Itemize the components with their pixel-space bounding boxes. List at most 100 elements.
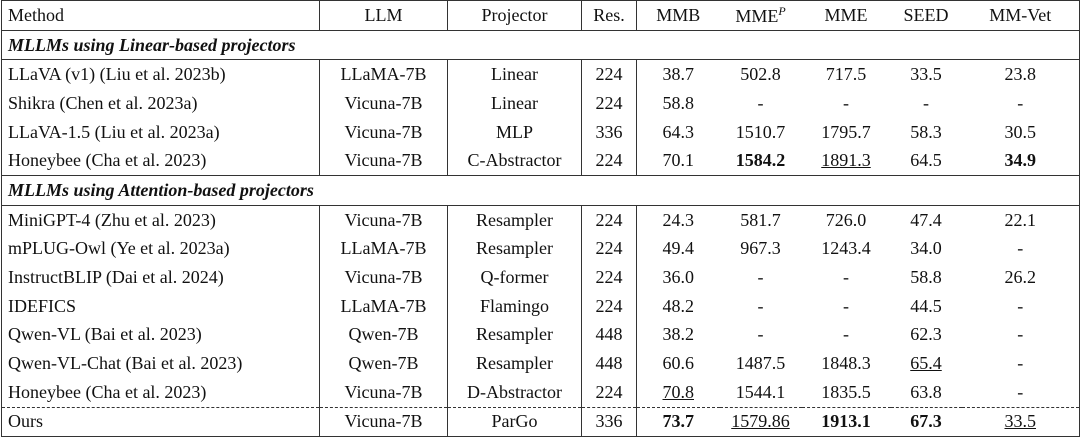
- data-row: LLaVA-1.5 (Liu et al. 2023a) Vicuna-7B MLP…: [1, 117, 1080, 147]
- table-cell: 58.8: [910, 267, 942, 288]
- table-cell: 22.1: [961, 205, 1080, 235]
- data-row: Qwen-VL-Chat (Bai et al. 2023) Qwen-7B Res…: [1, 349, 1080, 378]
- table-cell: Vicuna-7B: [319, 117, 448, 147]
- table-cell: -: [757, 92, 764, 113]
- table-cell: 48.2: [662, 295, 695, 316]
- table-cell: -: [961, 89, 1080, 118]
- table-cell: 1835.5: [821, 381, 871, 402]
- table-cell: 1487.5: [735, 353, 786, 374]
- header-text: MME: [735, 5, 779, 26]
- table-cell: Vicuna-7B: [319, 377, 448, 408]
- table-cell: -: [757, 324, 764, 345]
- table-cell: LLaMA-7B: [319, 59, 448, 90]
- table-cell: IDEFICS: [1, 291, 320, 321]
- table-cell: 1243.4: [821, 238, 871, 259]
- header-row: Method LLM Projector Res. MMB MMEP MME SEED MM-V…: [1, 0, 1080, 31]
- table-cell: 26.2: [961, 263, 1080, 292]
- table-cell: Resampler: [447, 320, 582, 350]
- table-cell: Q-former: [447, 263, 582, 292]
- table-cell: 49.4: [662, 238, 695, 259]
- table-cell: -: [961, 377, 1080, 408]
- table-cell: 502.8: [740, 64, 781, 85]
- table-cell: 224: [581, 59, 637, 90]
- table-cell: LLaMA-7B: [319, 291, 448, 321]
- table-cell: MLP: [447, 117, 582, 147]
- table-cell: 38.7: [662, 64, 695, 85]
- table-cell: 70.8: [637, 378, 720, 407]
- table-cell: 224: [581, 263, 637, 292]
- table-cell: -: [923, 92, 929, 113]
- table-cell: 224: [581, 205, 637, 235]
- table-cell: Qwen-VL-Chat (Bai et al. 2023): [1, 349, 320, 378]
- table-cell: 1544.1: [735, 381, 786, 402]
- table-cell: 1848.3: [821, 353, 871, 374]
- section-row: MLLMs using Linear-based projectors: [1, 29, 1080, 61]
- header-cell: MMEP: [719, 0, 802, 31]
- table-cell: -: [843, 324, 849, 345]
- table-cell: 967.3: [740, 238, 781, 259]
- table-cell: 64.3: [662, 121, 695, 142]
- table-cell: 1510.7: [735, 121, 786, 142]
- table-cell: Vicuna-7B: [319, 205, 448, 235]
- table-cell: 34.0: [910, 238, 942, 259]
- table-cell: -: [843, 267, 849, 288]
- table-cell: Linear: [447, 89, 582, 118]
- header-cell: MM-Vet: [961, 0, 1080, 31]
- table-cell: -: [961, 234, 1080, 264]
- table-cell: Vicuna-7B: [319, 263, 448, 292]
- header-cell: Projector: [447, 0, 582, 31]
- header-cell: MMB: [636, 0, 720, 31]
- table-cell: 60.6: [662, 353, 695, 374]
- table-cell: 64.5: [910, 150, 942, 171]
- table-cell: -: [961, 349, 1080, 378]
- table-cell: 224: [581, 377, 637, 408]
- table-cell: 47.4: [910, 209, 942, 230]
- data-row: MiniGPT-4 (Zhu et al. 2023) Vicuna-7B Resa…: [1, 205, 1080, 235]
- data-row: InstructBLIP (Dai et al. 2024) Vicuna-7B Q…: [1, 263, 1080, 292]
- table-cell: 44.5: [910, 295, 942, 316]
- table-cell: -: [843, 92, 849, 113]
- table-cell: -: [961, 320, 1080, 350]
- header-cell: Method: [1, 0, 320, 31]
- cell-text: 65.4: [910, 353, 942, 374]
- table-cell: 65.4: [891, 349, 962, 378]
- table-cell: 1795.7: [821, 121, 871, 142]
- table-cell: 1891.3: [802, 146, 891, 175]
- table-cell: D-Abstractor: [447, 377, 582, 408]
- table-cell: 224: [581, 234, 637, 264]
- table-cell: 448: [581, 349, 637, 378]
- cell-text: 33.5: [1004, 411, 1037, 432]
- table-cell: 73.7: [636, 406, 720, 438]
- header-sup: P: [778, 3, 786, 18]
- table-cell: 58.8: [662, 92, 695, 113]
- table-cell: LLaMA-7B: [319, 234, 448, 264]
- table-cell: 34.9: [961, 146, 1080, 176]
- table-cell: 33.5: [961, 406, 1080, 438]
- table-cell: Vicuna-7B: [319, 146, 448, 176]
- table-cell: 63.8: [910, 381, 942, 402]
- table-cell: 58.3: [910, 121, 942, 142]
- table-cell: Qwen-7B: [319, 320, 448, 350]
- header-cell: MME: [801, 0, 891, 31]
- table-cell: 1913.1: [801, 406, 891, 438]
- section-title: MLLMs using Linear-based projectors: [1, 29, 1080, 61]
- table-cell: 224: [581, 291, 637, 321]
- table-cell: Flamingo: [447, 291, 582, 321]
- table-cell: 23.8: [961, 59, 1080, 90]
- table-cell: ParGo: [447, 406, 582, 438]
- table-cell: 24.3: [662, 209, 695, 230]
- table-cell: 30.5: [961, 117, 1080, 147]
- data-row: Qwen-VL (Bai et al. 2023) Qwen-7B Resample…: [1, 320, 1080, 350]
- section-row: MLLMs using Attention-based projectors: [1, 175, 1080, 206]
- table-cell: 1579.86: [719, 406, 802, 438]
- table-cell: Resampler: [447, 234, 582, 264]
- data-row: mPLUG-Owl (Ye et al. 2023a) LLaMA-7B Resam…: [1, 234, 1080, 264]
- cell-text: 70.8: [662, 381, 695, 402]
- cell-text: 1579.86: [731, 411, 790, 432]
- table-cell: -: [757, 267, 764, 288]
- table-cell: 38.2: [662, 324, 695, 345]
- table-cell: Ours: [1, 406, 320, 438]
- table-cell: Honeybee (Cha et al. 2023): [1, 377, 320, 408]
